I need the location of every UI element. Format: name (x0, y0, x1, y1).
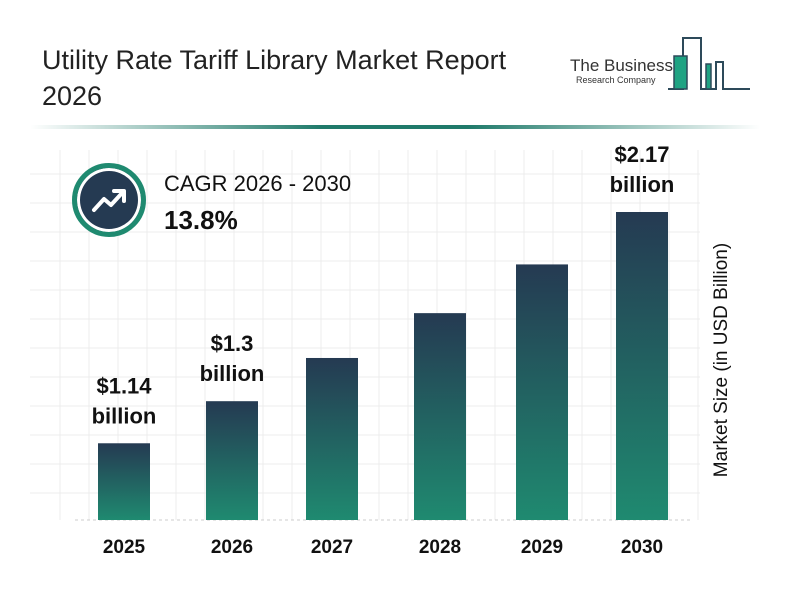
bar-2026 (206, 401, 258, 520)
page-title: Utility Rate Tariff Library Market Repor… (42, 45, 507, 111)
company-logo: The Business Research Company (570, 37, 750, 90)
bar-2027 (306, 357, 358, 520)
bar-2025 (98, 443, 150, 520)
x-tick-label: 2026 (211, 537, 253, 558)
cagr-value: 13.8% (164, 205, 238, 235)
data-label-value: $2.17 (614, 142, 669, 167)
x-tick-label: 2027 (311, 537, 353, 558)
data-label-unit: billion (200, 361, 265, 386)
y-axis-label: Market Size (in USD Billion) (711, 242, 732, 478)
x-tick-label: 2029 (521, 537, 563, 558)
header-divider (30, 125, 760, 129)
bar-2030 (616, 212, 668, 520)
svg-text:Research Company: Research Company (576, 75, 656, 85)
x-tick-label: 2025 (103, 537, 146, 558)
data-label-value: $1.3 (211, 331, 254, 356)
x-tick-label: 2030 (621, 537, 663, 558)
cagr-label: CAGR 2026 - 2030 (164, 171, 352, 196)
bar-2028 (414, 313, 466, 520)
bar-2029 (516, 264, 568, 520)
data-label-unit: billion (92, 403, 157, 428)
x-tick-label: 2028 (419, 537, 461, 558)
data-label-value: $1.14 (96, 373, 152, 398)
svg-text:The Business: The Business (570, 56, 673, 75)
data-label-unit: billion (610, 172, 675, 197)
trend-up-arrow-icon (72, 163, 146, 237)
